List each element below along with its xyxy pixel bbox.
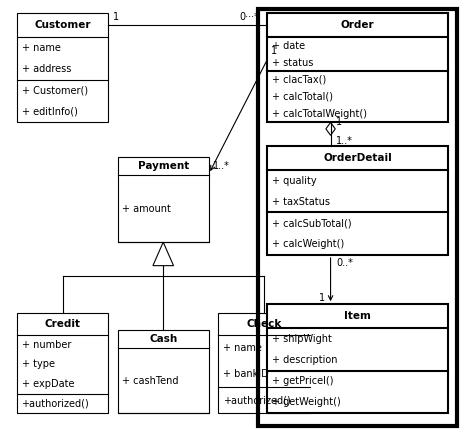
Text: + cashTend: + cashTend bbox=[122, 375, 179, 386]
Text: 1..*: 1..* bbox=[213, 161, 229, 171]
Text: + taxStatus: + taxStatus bbox=[272, 197, 330, 207]
Text: + getWeight(): + getWeight() bbox=[272, 397, 341, 407]
Text: 0..*: 0..* bbox=[336, 258, 353, 268]
Text: + calcTotalWeight(): + calcTotalWeight() bbox=[272, 109, 367, 119]
Text: + editInfo(): + editInfo() bbox=[21, 107, 77, 117]
Text: +authorized(): +authorized() bbox=[21, 398, 89, 408]
Text: 0···*: 0···* bbox=[239, 12, 259, 23]
Bar bbox=[118, 330, 209, 413]
Text: + calcWeight(): + calcWeight() bbox=[272, 239, 345, 249]
Text: + calcTotal(): + calcTotal() bbox=[272, 92, 333, 102]
Text: + date: + date bbox=[272, 41, 305, 51]
Text: 1: 1 bbox=[319, 293, 325, 303]
Text: Check: Check bbox=[246, 319, 282, 329]
Text: Payment: Payment bbox=[137, 161, 189, 171]
Bar bbox=[267, 304, 448, 413]
Text: 1: 1 bbox=[113, 12, 119, 23]
Text: 1: 1 bbox=[336, 116, 342, 126]
Bar bbox=[17, 13, 108, 123]
Text: Cash: Cash bbox=[149, 334, 177, 344]
Text: + bankID: + bankID bbox=[223, 369, 269, 379]
Text: + name: + name bbox=[223, 343, 262, 353]
Text: + name: + name bbox=[21, 43, 60, 53]
Text: 1..*: 1..* bbox=[336, 136, 353, 146]
Bar bbox=[17, 313, 108, 413]
Bar bbox=[218, 313, 310, 413]
Text: Credit: Credit bbox=[45, 319, 81, 329]
Text: Order: Order bbox=[341, 20, 374, 30]
Text: + address: + address bbox=[21, 65, 71, 74]
Text: + calcSubTotal(): + calcSubTotal() bbox=[272, 218, 352, 228]
Text: + type: + type bbox=[21, 359, 55, 369]
Text: + quality: + quality bbox=[272, 175, 317, 186]
Text: + Customer(): + Customer() bbox=[21, 86, 88, 96]
Bar bbox=[267, 146, 448, 255]
Text: 1: 1 bbox=[271, 46, 277, 56]
Text: + clacTax(): + clacTax() bbox=[272, 75, 327, 85]
Text: + status: + status bbox=[272, 58, 313, 68]
Bar bbox=[118, 157, 209, 242]
Text: + amount: + amount bbox=[122, 204, 171, 214]
Text: +authorized(): +authorized() bbox=[223, 395, 291, 405]
Text: + number: + number bbox=[21, 339, 71, 349]
Text: OrderDetail: OrderDetail bbox=[323, 153, 392, 163]
Bar bbox=[258, 9, 457, 426]
Text: + description: + description bbox=[272, 355, 337, 365]
Text: + shipWight: + shipWight bbox=[272, 334, 332, 344]
Bar bbox=[267, 13, 448, 123]
Text: Item: Item bbox=[344, 311, 371, 321]
Text: + expDate: + expDate bbox=[21, 379, 74, 389]
Text: + getPricel(): + getPricel() bbox=[272, 376, 334, 386]
Text: Customer: Customer bbox=[34, 20, 91, 30]
